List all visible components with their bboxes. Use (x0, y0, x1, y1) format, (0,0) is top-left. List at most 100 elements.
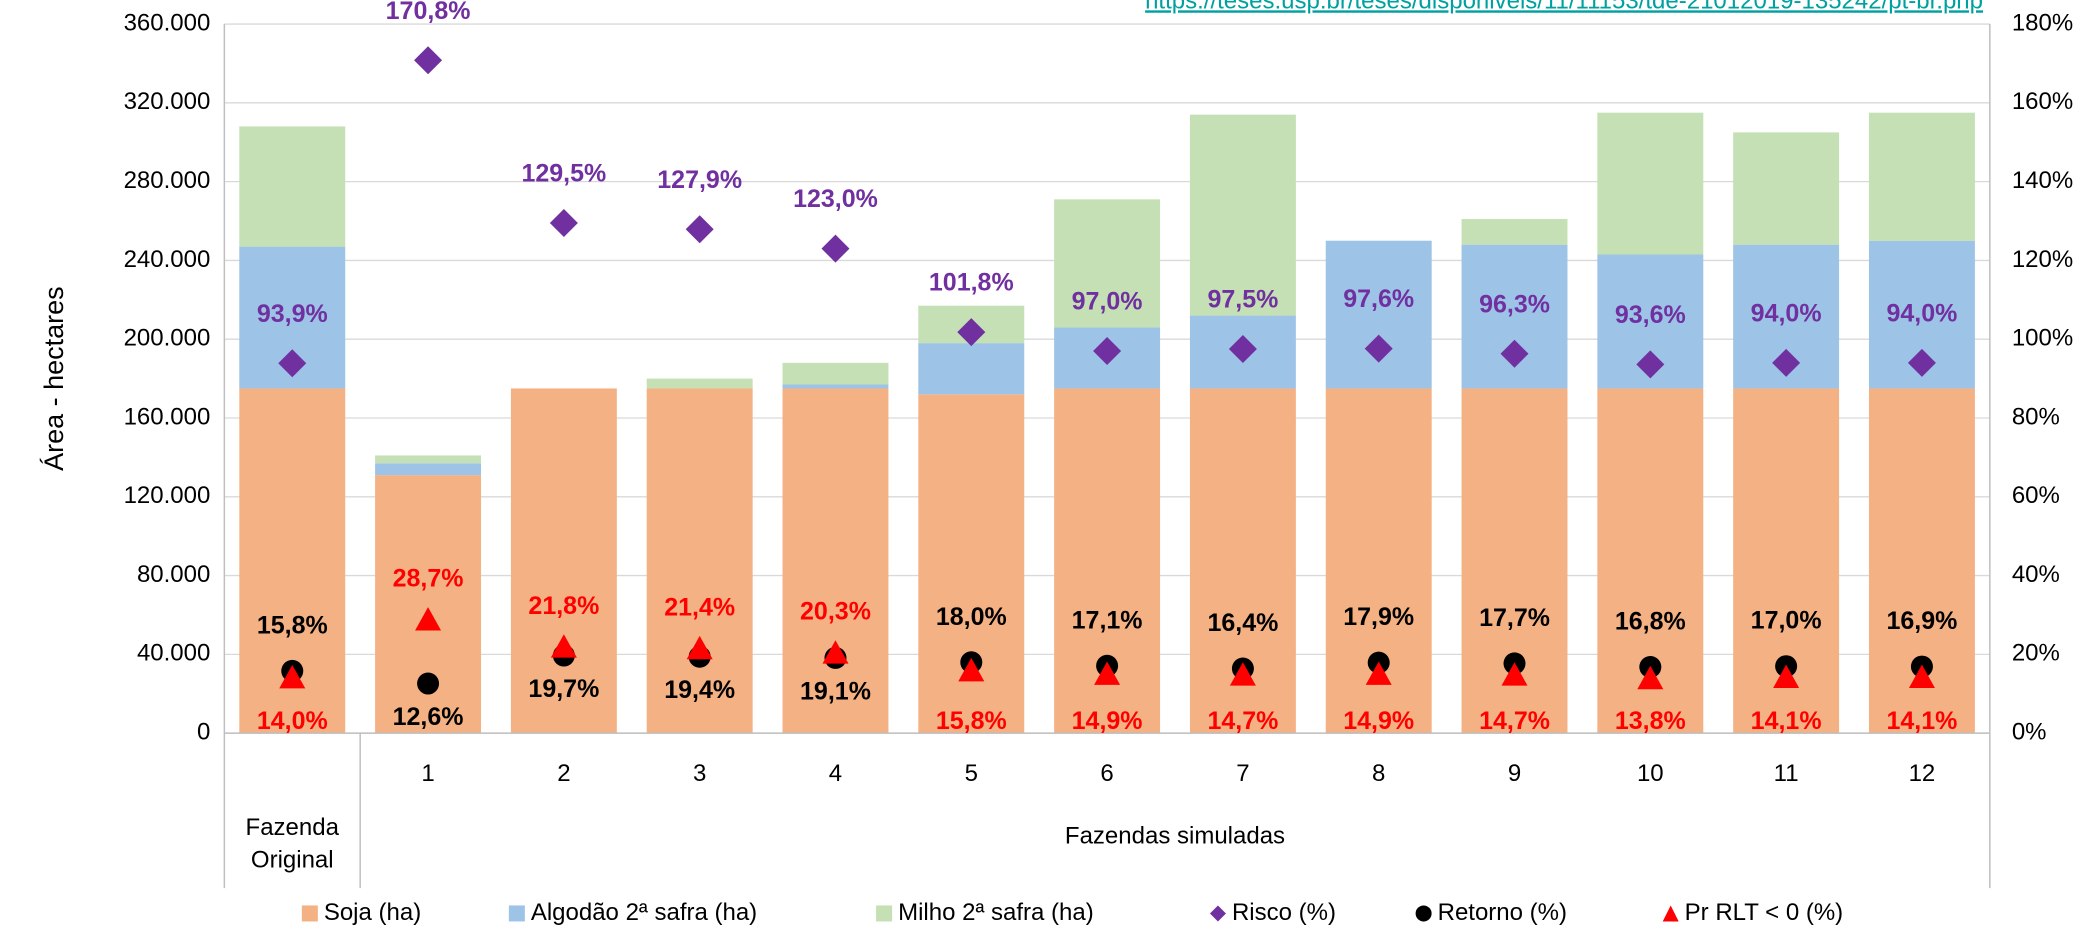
y2-tick-label: 80% (2012, 403, 2060, 430)
prob-marker (415, 607, 442, 631)
risk-marker (1500, 339, 1529, 368)
bar-segment (1054, 199, 1161, 328)
y-tick-label: 240.000 (124, 246, 211, 273)
risk-marker (1228, 335, 1257, 364)
prob-marker (279, 665, 306, 689)
y-tick-label: 280.000 (124, 167, 211, 194)
legend-symbol (1662, 905, 1679, 922)
legend-label: Retorno (%) (1438, 899, 1567, 926)
bar-segment (1325, 240, 1432, 389)
x-tick-label: 12 (1909, 760, 1936, 787)
bar-segment (782, 384, 889, 389)
data-label: 14,7% (1207, 707, 1278, 735)
y-tick-label: 80.000 (137, 561, 210, 588)
data-label: 97,0% (1072, 288, 1143, 316)
y2-tick-label: 140% (2012, 167, 2073, 194)
data-label: 19,4% (664, 676, 735, 704)
x-group-label: Fazendas simuladas (1065, 823, 1285, 850)
data-label: 93,9% (257, 300, 328, 328)
prob-marker (1773, 664, 1800, 689)
data-label: 14,9% (1343, 707, 1414, 735)
risk-marker (957, 318, 986, 347)
legend-label: Soja (ha) (324, 899, 421, 926)
data-label: 14,1% (1886, 707, 1957, 735)
y-tick-label: 200.000 (124, 325, 211, 352)
bar-segment (375, 463, 482, 476)
data-label: 16,4% (1207, 609, 1278, 637)
legend-label: Risco (%) (1232, 899, 1336, 926)
bar-segment (1597, 112, 1704, 255)
bar-segment (375, 455, 482, 464)
y2-tick-label: 0% (2012, 719, 2047, 746)
x-tick-label: 1 (421, 760, 434, 787)
bar-segment (1189, 114, 1296, 316)
data-label: 97,6% (1343, 285, 1414, 313)
data-label: 15,8% (257, 611, 328, 639)
data-label: 17,9% (1343, 603, 1414, 631)
data-label: 97,5% (1207, 286, 1278, 314)
legend-symbol (1209, 905, 1226, 922)
data-label: 16,8% (1615, 608, 1686, 636)
prob-marker (1094, 661, 1121, 685)
data-label: 17,0% (1751, 607, 1822, 635)
data-label: 94,0% (1886, 299, 1957, 327)
data-label: 127,9% (657, 166, 742, 194)
x-tick-label: 4 (829, 760, 842, 787)
data-label: 19,7% (528, 675, 599, 703)
y2-tick-label: 120% (2012, 246, 2073, 273)
legend-symbol (876, 905, 893, 922)
x-tick-label: 6 (1100, 760, 1113, 787)
x-tick-label: 7 (1236, 760, 1249, 787)
return-marker (417, 672, 440, 695)
data-label: 21,8% (528, 592, 599, 620)
risk-marker (1772, 348, 1801, 377)
risk-marker (278, 349, 307, 378)
x-tick-label: 10 (1637, 760, 1664, 787)
risk-marker (414, 46, 443, 75)
prob-marker (1637, 665, 1664, 690)
data-label: 18,0% (936, 603, 1007, 631)
risk-marker (1093, 337, 1122, 366)
data-label: 93,6% (1615, 301, 1686, 329)
legend-label: Pr RLT < 0 (%) (1685, 899, 1843, 926)
bar-segment (782, 388, 889, 734)
bar-segment (918, 394, 1025, 734)
x-tick-label: 8 (1372, 760, 1385, 787)
x-tick-label: 5 (965, 760, 978, 787)
y-tick-label: 120.000 (124, 482, 211, 509)
risk-marker (549, 208, 578, 237)
source-text[interactable]: https://teses.usp.br/teses/disponiveis/1… (1145, 0, 1983, 14)
y2-tick-label: 100% (2012, 325, 2073, 352)
source-link[interactable]: https://teses.usp.br/teses/disponiveis/1… (1145, 0, 1983, 14)
bar-segment (1868, 112, 1975, 241)
y-tick-label: 360.000 (124, 9, 211, 36)
data-label: 28,7% (393, 565, 464, 593)
bar-segment (646, 378, 753, 389)
bar-segment (239, 126, 346, 247)
data-label: 16,9% (1886, 607, 1957, 635)
data-label: 14,7% (1479, 707, 1550, 735)
y2-tick-label: 40% (2012, 561, 2060, 588)
legend-symbol (1415, 905, 1432, 922)
data-label: 17,1% (1072, 606, 1143, 634)
prob-marker (822, 640, 849, 664)
prob-marker (1365, 661, 1392, 685)
data-label: 13,8% (1615, 707, 1686, 735)
legend-symbol (508, 905, 525, 922)
prob-marker (1229, 662, 1256, 686)
y2-tick-label: 160% (2012, 88, 2073, 115)
y-tick-label: 0 (197, 719, 210, 746)
data-label: 17,7% (1479, 604, 1550, 632)
data-label: 123,0% (793, 185, 878, 213)
y2-tick-label: 180% (2012, 9, 2073, 36)
risk-marker (685, 215, 714, 244)
legend-symbol (301, 905, 318, 922)
y-tick-label: 40.000 (137, 640, 210, 667)
bar-segment (510, 388, 617, 734)
prob-marker (550, 634, 577, 658)
x-tick-label: 9 (1508, 760, 1521, 787)
prob-marker (958, 657, 985, 682)
data-label: 94,0% (1751, 299, 1822, 327)
prob-marker (1501, 662, 1528, 686)
